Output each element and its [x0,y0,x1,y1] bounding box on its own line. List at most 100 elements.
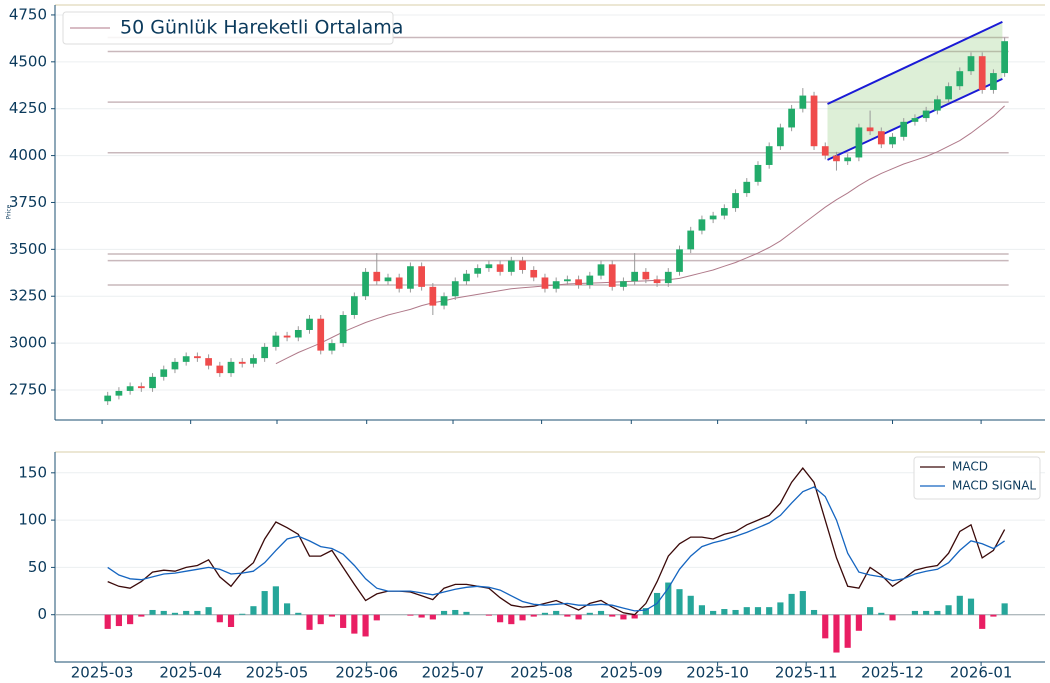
histogram-bar [553,610,560,615]
x-tick-label: 2025-08 [510,664,573,682]
y-tick-label: 0 [37,605,47,623]
candle-body [115,390,123,396]
histogram-bar [911,610,919,615]
candle-body [171,361,179,370]
histogram-bar [867,607,874,615]
histogram-bar [676,589,683,615]
candle-body [900,121,908,137]
candle-body [620,281,627,287]
x-tick-label: 2025-09 [600,664,663,682]
legend-label: MACD [952,460,988,474]
candle-body [227,361,235,374]
candle-body [664,271,672,284]
x-tick-label: 2025-07 [422,664,485,682]
legend-box [913,456,1041,500]
histogram-bar [194,610,201,615]
histogram-bar [788,593,795,615]
histogram-bar [407,614,414,616]
histogram-bar [878,612,885,615]
histogram-bar [698,605,706,615]
x-tick-label: 2026-01 [950,664,1013,682]
candle-body [261,346,269,359]
y-axis-label: Price [6,204,13,219]
histogram-bar [844,614,851,648]
histogram-bar [340,614,347,628]
histogram-bar [183,610,190,615]
histogram-bar [956,595,963,615]
histogram-bar [597,610,605,615]
histogram-bar [205,607,212,615]
histogram-bar [272,586,279,615]
histogram-bar [687,595,694,615]
candle-body [238,361,246,364]
histogram-bar [452,609,459,615]
candle-body [687,230,695,250]
histogram-bar [631,614,638,619]
histogram-bar [239,613,246,615]
histogram-bar [463,611,470,615]
candle-body [642,271,650,280]
candle-body [137,386,145,389]
legend-box [62,11,394,45]
histogram-bar [440,610,448,615]
x-tick-label: 2025-12 [861,664,924,682]
histogram-bar [575,614,582,620]
candle-body [519,260,526,270]
candle-body [250,358,257,364]
candle-body [530,269,538,278]
candle-body [126,386,134,391]
y-tick-label: 4500 [9,52,47,70]
candle-body [407,266,414,289]
candle-body [799,95,807,109]
candle-body [945,86,952,100]
histogram-bar [171,612,179,615]
candle-body [743,181,751,194]
histogram-bar [710,610,717,615]
moving-average-line [275,105,1005,365]
candle-body [272,335,280,347]
histogram-bar [295,612,302,615]
x-tick-label: 2025-11 [775,664,838,682]
histogram-bar [564,614,571,617]
histogram-bar [754,607,762,615]
y-tick-label: 3250 [9,287,47,305]
histogram-bar [822,614,829,639]
macd-line [107,486,1005,612]
candle-body [451,281,459,297]
histogram-bar [138,614,145,617]
candle-body [877,131,885,145]
candle-body [485,264,493,269]
candle-body [777,127,784,147]
candle-body [418,266,425,287]
histogram-bar [967,598,975,615]
histogram-bar [250,606,257,615]
histogram-bar [306,614,313,630]
candle-body [306,318,313,330]
y-tick-label: 3500 [9,240,47,258]
candle-body [934,99,941,111]
histogram-bar [945,605,952,615]
histogram-bar [429,614,436,620]
candle-body [866,127,874,132]
histogram-bar [261,591,268,615]
legend-label: 50 Günlük Hareketli Ortalama [120,17,403,39]
candle-body [575,279,582,285]
y-tick-label: 4000 [9,146,47,164]
candle-body [149,376,156,389]
candle-body [507,260,515,272]
candle-body [216,365,224,374]
histogram-bar [833,614,840,653]
candle-body [474,268,482,274]
histogram-bar [743,607,750,615]
candle-body [373,271,381,282]
histogram-bar [799,591,806,615]
candle-body [317,318,325,351]
candle-body [810,95,818,147]
candle-body [194,356,201,359]
candle-body [205,358,212,366]
candle-body [294,329,302,338]
histogram-bar [227,614,235,627]
candle-body [967,56,975,72]
candle-body [844,157,852,162]
